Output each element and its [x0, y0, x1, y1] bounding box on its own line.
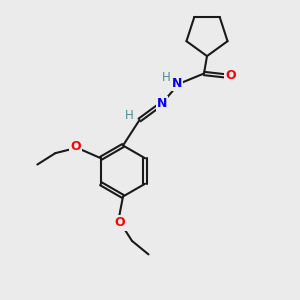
Text: O: O: [70, 140, 81, 153]
Text: N: N: [157, 97, 167, 110]
Text: N: N: [172, 77, 182, 90]
Text: H: H: [161, 71, 170, 84]
Text: O: O: [226, 69, 236, 82]
Text: O: O: [115, 216, 125, 230]
Text: H: H: [124, 109, 134, 122]
